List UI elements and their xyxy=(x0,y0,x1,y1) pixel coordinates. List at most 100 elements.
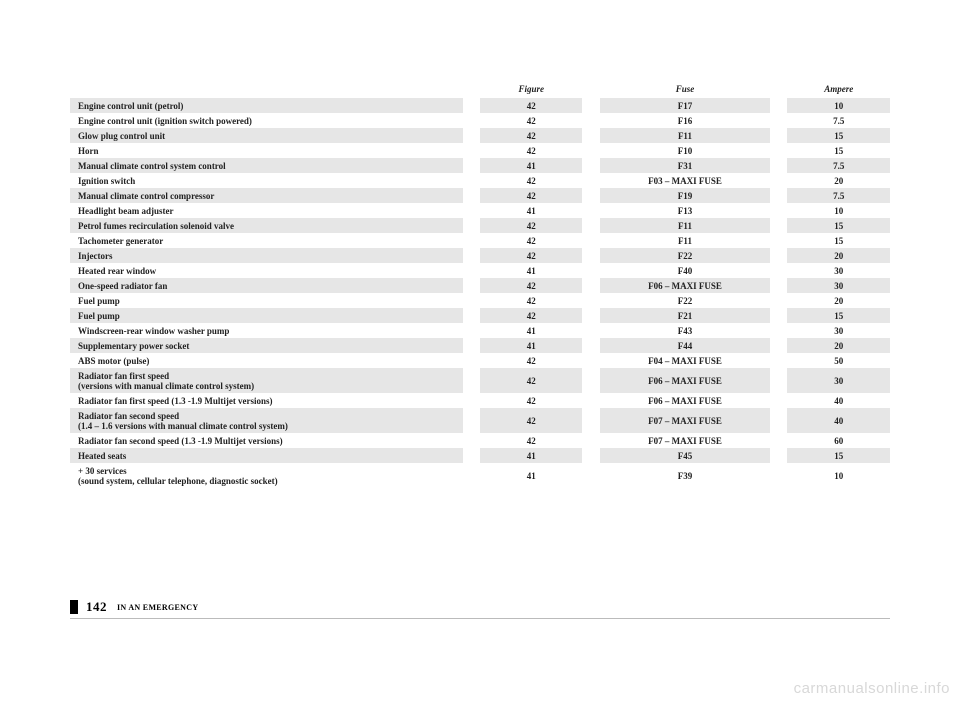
cell-fuse: F06 – MAXI FUSE xyxy=(600,393,771,408)
cell-fuse: F06 – MAXI FUSE xyxy=(600,368,771,393)
table-row: Headlight beam adjuster 41 F13 10 xyxy=(70,203,890,218)
cell-figure: 42 xyxy=(480,408,582,433)
cell-figure: 42 xyxy=(480,308,582,323)
table-row: Petrol fumes recirculation solenoid valv… xyxy=(70,218,890,233)
cell-ampere: 15 xyxy=(787,448,890,463)
cell-desc: Injectors xyxy=(70,248,463,263)
cell-fuse: F13 xyxy=(600,203,771,218)
cell-figure: 41 xyxy=(480,463,582,488)
cell-figure: 42 xyxy=(480,143,582,158)
cell-desc: Ignition switch xyxy=(70,173,463,188)
cell-ampere: 20 xyxy=(787,173,890,188)
table-row: Windscreen-rear window washer pump41F433… xyxy=(70,323,890,338)
cell-ampere: 20 xyxy=(787,248,890,263)
cell-fuse: F16 xyxy=(600,113,771,128)
cell-ampere: 7.5 xyxy=(787,113,890,128)
cell-fuse: F21 xyxy=(600,308,771,323)
cell-fuse: F19 xyxy=(600,188,771,203)
cell-desc: Radiator fan first speed (1.3 -1.9 Multi… xyxy=(70,393,463,408)
cell-figure: 42 xyxy=(480,233,582,248)
cell-figure: 42 xyxy=(480,98,582,113)
cell-desc: Supplementary power socket xyxy=(70,338,463,353)
cell-ampere: 40 xyxy=(787,393,890,408)
cell-fuse: F06 – MAXI FUSE xyxy=(600,278,771,293)
cell-figure: 41 xyxy=(480,263,582,278)
cell-figure: 42 xyxy=(480,218,582,233)
table-row: Heated rear window41F4030 xyxy=(70,263,890,278)
table-row: Ignition switch42F03 – MAXI FUSE20 xyxy=(70,173,890,188)
cell-fuse: F11 xyxy=(600,128,771,143)
fuse-table: Figure Fuse Ampere Engine control unit (… xyxy=(70,80,890,488)
page-footer: 142 IN AN EMERGENCY xyxy=(70,598,890,619)
cell-desc: Windscreen-rear window washer pump xyxy=(70,323,463,338)
cell-ampere: 60 xyxy=(787,433,890,448)
cell-desc: + 30 services(sound system, cellular tel… xyxy=(70,463,463,488)
cell-desc: Radiator fan first speed(versions with m… xyxy=(70,368,463,393)
cell-ampere: 15 xyxy=(787,128,890,143)
table-row: Engine control unit (petrol)42F1710 xyxy=(70,98,890,113)
cell-figure: 42 xyxy=(480,368,582,393)
cell-figure: 41 xyxy=(480,323,582,338)
cell-fuse: F31 xyxy=(600,158,771,173)
cell-desc: One-speed radiator fan xyxy=(70,278,463,293)
cell-fuse: F10 xyxy=(600,143,771,158)
cell-ampere: 15 xyxy=(787,308,890,323)
section-title: IN AN EMERGENCY xyxy=(117,603,198,612)
cell-ampere: 50 xyxy=(787,353,890,368)
cell-ampere: 15 xyxy=(787,233,890,248)
cell-ampere: 20 xyxy=(787,293,890,308)
col-ampere: Ampere xyxy=(787,80,890,98)
cell-ampere: 30 xyxy=(787,278,890,293)
cell-figure: 42 xyxy=(480,113,582,128)
cell-desc: Radiator fan second speed (1.3 -1.9 Mult… xyxy=(70,433,463,448)
col-fuse: Fuse xyxy=(600,80,771,98)
table-row: Manual climate control compressor 42 F19 7.… xyxy=(70,188,890,203)
cell-fuse: F07 – MAXI FUSE xyxy=(600,433,771,448)
cell-desc: Engine control unit (ignition switch pow… xyxy=(70,113,463,128)
cell-figure: 42 xyxy=(480,188,582,203)
cell-figure: 41 xyxy=(480,203,582,218)
cell-figure: 42 xyxy=(480,293,582,308)
table-row: Engine control unit (ignition switch pow… xyxy=(70,113,890,128)
table-row: + 30 services(sound system, cellular tel… xyxy=(70,463,890,488)
cell-desc: Horn xyxy=(70,143,463,158)
cell-desc: Heated seats xyxy=(70,448,463,463)
table-row: Glow plug control unit42F1115 xyxy=(70,128,890,143)
cell-desc: Fuel pump xyxy=(70,308,463,323)
watermark: carmanualsonline.info xyxy=(794,680,950,697)
cell-ampere: 15 xyxy=(787,218,890,233)
cell-ampere: 30 xyxy=(787,323,890,338)
cell-figure: 42 xyxy=(480,173,582,188)
cell-ampere: 7.5 xyxy=(787,188,890,203)
col-desc xyxy=(70,80,463,98)
table-row: Heated seats 41 F45 15 xyxy=(70,448,890,463)
cell-figure: 42 xyxy=(480,393,582,408)
cell-desc: Manual climate control compressor xyxy=(70,188,463,203)
table-row: Radiator fan first speed(versions with m… xyxy=(70,368,890,393)
cell-ampere: 10 xyxy=(787,98,890,113)
cell-desc: Headlight beam adjuster xyxy=(70,203,463,218)
cell-fuse: F17 xyxy=(600,98,771,113)
cell-ampere: 40 xyxy=(787,408,890,433)
table-row: Manual climate control system control 41 F… xyxy=(70,158,890,173)
cell-desc: ABS motor (pulse) xyxy=(70,353,463,368)
cell-figure: 41 xyxy=(480,158,582,173)
cell-figure: 42 xyxy=(480,248,582,263)
table-row: One-speed radiator fan42F06 – MAXI FUSE3… xyxy=(70,278,890,293)
table-row: Fuel pump42F2220 xyxy=(70,293,890,308)
table-row: ABS motor (pulse)42F04 – MAXI FUSE50 xyxy=(70,353,890,368)
cell-figure: 42 xyxy=(480,433,582,448)
cell-fuse: F45 xyxy=(600,448,771,463)
table-row: Tachometer generator42F1115 xyxy=(70,233,890,248)
cell-figure: 42 xyxy=(480,353,582,368)
cell-figure: 42 xyxy=(480,128,582,143)
table-row: Fuel pump 42 F21 15 xyxy=(70,308,890,323)
cell-figure: 41 xyxy=(480,448,582,463)
cell-fuse: F44 xyxy=(600,338,771,353)
cell-fuse: F40 xyxy=(600,263,771,278)
cell-ampere: 15 xyxy=(787,143,890,158)
cell-fuse: F11 xyxy=(600,218,771,233)
cell-ampere: 10 xyxy=(787,203,890,218)
cell-desc: Manual climate control system control xyxy=(70,158,463,173)
cell-fuse: F22 xyxy=(600,293,771,308)
